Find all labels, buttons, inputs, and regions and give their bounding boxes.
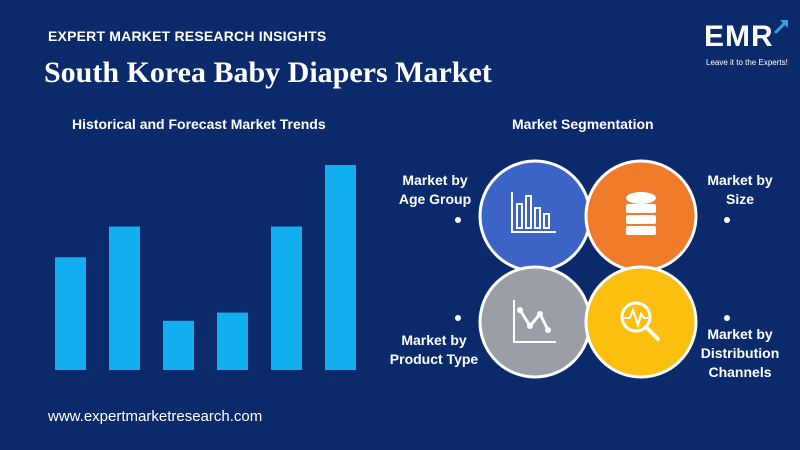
segmentation-title: Market Segmentation bbox=[512, 116, 654, 132]
distribution-circle bbox=[584, 265, 698, 379]
segment-label-line: Market by bbox=[707, 172, 773, 188]
segment-label-line: Product Type bbox=[389, 351, 479, 367]
segment-label-line: Age Group bbox=[398, 191, 472, 207]
logo-text: EMR bbox=[704, 20, 774, 53]
bar bbox=[163, 320, 194, 370]
segment-age-group bbox=[478, 159, 592, 273]
segment-label-line: Size bbox=[725, 191, 754, 207]
segment-label-line: Channels bbox=[708, 364, 772, 380]
database-icon bbox=[626, 192, 656, 235]
connector-dot-size bbox=[724, 217, 730, 223]
bar bbox=[271, 226, 302, 370]
connector-dot-distribution bbox=[724, 315, 730, 321]
arrow-up-right-icon bbox=[773, 19, 789, 35]
bar-chart-icon bbox=[511, 192, 556, 233]
emr-logo: EMR Leave it to the Experts! bbox=[702, 16, 792, 76]
eyebrow-heading: EXPERT MARKET RESEARCH INSIGHTS bbox=[48, 28, 327, 44]
segment-label-age-group: Market by Age Group bbox=[385, 171, 485, 209]
bar bbox=[217, 312, 248, 370]
page-title: South Korea Baby Diapers Market bbox=[44, 56, 492, 89]
magnifier-pulse-icon bbox=[620, 301, 660, 341]
bar bbox=[325, 165, 356, 370]
segment-label-distribution: Market by Distribution Channels bbox=[690, 325, 790, 382]
logo-tagline: Leave it to the Experts! bbox=[706, 58, 788, 67]
footer-url[interactable]: www.expertmarketresearch.com bbox=[48, 408, 263, 425]
segment-size bbox=[584, 159, 698, 273]
segment-label-size: Market by Size bbox=[690, 171, 790, 209]
segment-label-line: Market by bbox=[707, 326, 773, 342]
connector-dot-product bbox=[455, 315, 461, 321]
segment-label-line: Market by bbox=[401, 332, 467, 348]
segment-product-type bbox=[478, 265, 592, 379]
chart-title: Historical and Forecast Market Trends bbox=[72, 116, 326, 132]
segment-label-product-type: Market by Product Type bbox=[378, 331, 490, 369]
line-chart-icon bbox=[513, 300, 556, 343]
segment-label-line: Distribution bbox=[700, 345, 780, 361]
bar bbox=[109, 226, 140, 370]
connector-dot-age bbox=[455, 217, 461, 223]
bar bbox=[55, 257, 86, 370]
segment-distribution bbox=[584, 265, 698, 379]
segment-label-line: Market by bbox=[402, 172, 468, 188]
